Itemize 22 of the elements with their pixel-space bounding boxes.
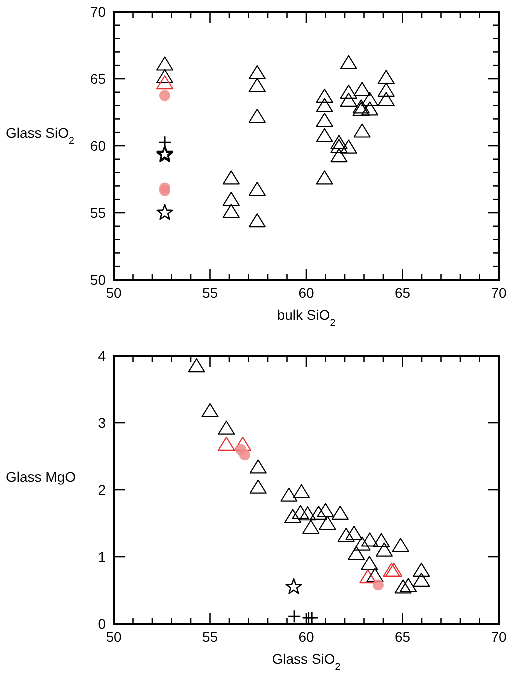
y-axis-title: Glass MgO bbox=[6, 469, 76, 485]
y-tick-label: 70 bbox=[90, 4, 106, 20]
y-axis-title: Glass SiO$_{2}$ bbox=[6, 125, 74, 146]
x-tick-label: 55 bbox=[202, 285, 218, 301]
y-tick-label: 0 bbox=[98, 616, 106, 632]
y-tick-label: 60 bbox=[90, 138, 106, 154]
y-tick-label: 1 bbox=[98, 549, 106, 565]
x-axis-title: Glass SiO$_{2}$ bbox=[272, 651, 341, 672]
x-tick-label: 70 bbox=[491, 629, 507, 645]
y-tick-label: 3 bbox=[98, 415, 106, 431]
x-tick-label: 65 bbox=[394, 629, 411, 645]
y-tick-label: 55 bbox=[90, 205, 106, 221]
y-tick-label: 50 bbox=[90, 272, 106, 288]
y-tick-label: 4 bbox=[98, 348, 106, 364]
y-tick-label: 65 bbox=[90, 71, 106, 87]
x-tick-label: 60 bbox=[298, 629, 314, 645]
y-tick-label: 2 bbox=[98, 482, 106, 498]
x-tick-label: 60 bbox=[298, 285, 314, 301]
x-tick-label: 65 bbox=[394, 285, 411, 301]
x-tick-label: 70 bbox=[491, 285, 507, 301]
x-tick-label: 55 bbox=[202, 629, 218, 645]
x-axis-title: bulk SiO$_{2}$ bbox=[277, 307, 336, 328]
